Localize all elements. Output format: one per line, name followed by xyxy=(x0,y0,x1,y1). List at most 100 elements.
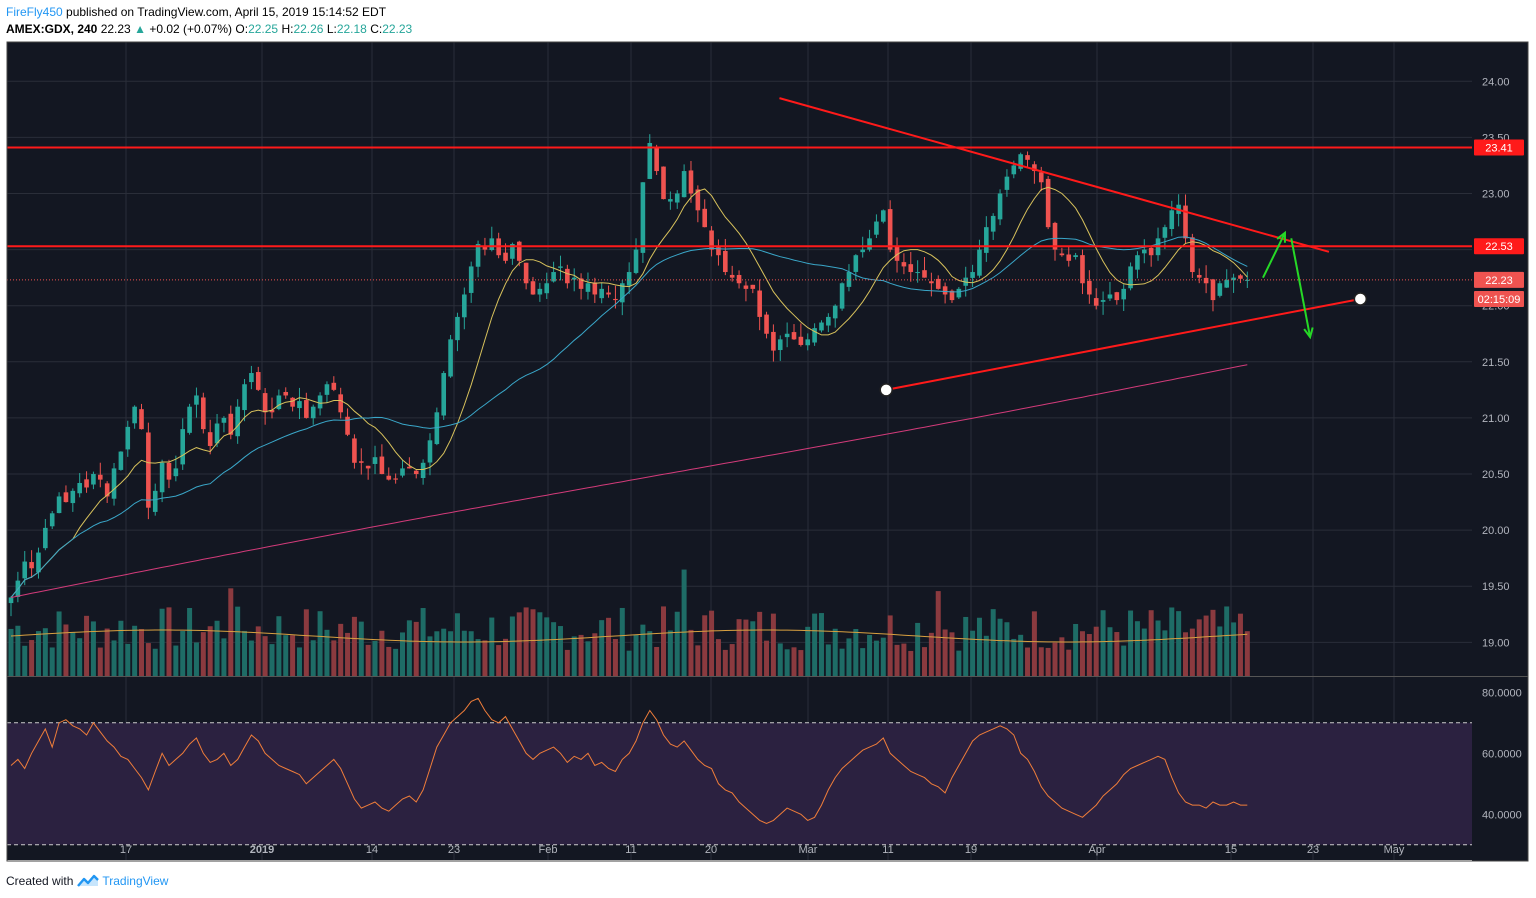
candle-body xyxy=(558,266,563,268)
volume-bar xyxy=(139,629,145,676)
candle-body xyxy=(743,285,749,289)
volume-bar xyxy=(1025,647,1031,676)
volume-bar xyxy=(661,606,667,676)
candle-body xyxy=(791,332,797,340)
author-link[interactable]: FireFly450 xyxy=(6,5,63,19)
volume-bar xyxy=(564,649,570,676)
candle-body xyxy=(764,314,769,334)
candle-body xyxy=(255,372,261,390)
volume-bar xyxy=(612,638,618,676)
close-label: C: xyxy=(370,22,383,36)
volume-bar xyxy=(873,640,879,676)
volume-ma-line xyxy=(10,629,1248,643)
candle-body xyxy=(1087,280,1092,295)
tradingview-logo-icon[interactable] xyxy=(77,874,100,888)
tradingview-brand[interactable]: TradingView xyxy=(102,874,169,888)
volume-bar xyxy=(990,609,996,676)
y-tick-label: 19.50 xyxy=(1482,581,1510,593)
x-tick-label: 2019 xyxy=(250,844,274,856)
candle-body xyxy=(894,247,900,261)
candle-body xyxy=(1196,274,1202,278)
candle-series xyxy=(8,134,1250,617)
candle-body xyxy=(475,243,481,267)
candle-body xyxy=(709,230,714,250)
volume-bar xyxy=(674,611,680,676)
volume-bar xyxy=(997,618,1003,676)
volume-series xyxy=(8,569,1250,676)
volume-bar xyxy=(640,624,646,676)
candle-body xyxy=(1107,294,1113,299)
volume-bar xyxy=(255,626,261,676)
volume-bar xyxy=(97,647,103,676)
volume-bar xyxy=(166,607,172,676)
candle-body xyxy=(201,397,206,430)
candle-body xyxy=(132,406,137,424)
volume-bar xyxy=(503,638,509,676)
candle-body xyxy=(613,298,618,301)
candle-body xyxy=(393,478,398,480)
candle-body xyxy=(214,423,220,444)
volume-bar xyxy=(509,616,515,676)
candle-body xyxy=(249,373,254,383)
candle-body xyxy=(901,262,907,267)
volume-bar xyxy=(523,607,529,676)
volume-bar xyxy=(557,626,563,676)
open-value: 22.25 xyxy=(248,22,279,36)
volume-bar xyxy=(489,617,495,676)
volume-bar xyxy=(29,640,35,676)
volume-bar xyxy=(935,591,941,676)
candle-body xyxy=(1141,249,1147,254)
volume-bar xyxy=(983,635,989,676)
x-tick-label: 17 xyxy=(120,844,132,856)
volume-bar xyxy=(1217,626,1223,676)
candle-body xyxy=(1224,279,1230,288)
volume-bar xyxy=(482,640,488,676)
x-tick-label: 19 xyxy=(965,844,977,856)
volume-bar xyxy=(200,632,206,676)
volume-bar xyxy=(791,647,797,676)
price-label-text: 23.41 xyxy=(1485,142,1513,154)
candle-body xyxy=(688,170,694,194)
candle-body xyxy=(338,394,343,413)
candle-body xyxy=(1245,279,1250,281)
volume-bar xyxy=(750,621,756,676)
x-tick-label: May xyxy=(1384,844,1405,856)
candle-body xyxy=(290,397,295,407)
symbol-label[interactable]: AMEX:GDX, 240 xyxy=(6,22,98,36)
candle-body xyxy=(1093,298,1099,306)
candle-body xyxy=(599,288,604,299)
candle-body xyxy=(661,166,666,200)
y-tick-label: 24.00 xyxy=(1482,76,1510,88)
volume-bar xyxy=(599,620,605,676)
volume-bar xyxy=(867,634,873,676)
candle-body xyxy=(36,552,41,573)
candle-body xyxy=(455,316,460,341)
resistance-trendline xyxy=(779,97,1330,253)
candle-body xyxy=(1203,277,1209,284)
volume-bar xyxy=(846,638,852,676)
volume-bar xyxy=(1244,631,1250,676)
volume-bar xyxy=(393,648,399,676)
candle-body xyxy=(990,215,996,232)
volume-bar xyxy=(132,625,138,676)
volume-bar xyxy=(770,613,776,676)
candle-body xyxy=(1018,154,1023,169)
candle-body xyxy=(365,465,371,469)
projection-arrowhead xyxy=(1276,230,1286,243)
volume-bar xyxy=(970,630,976,676)
candle-body xyxy=(166,462,172,480)
volume-bar xyxy=(338,623,344,676)
candle-body xyxy=(626,272,632,286)
volume-bar xyxy=(1073,623,1079,676)
volume-bar xyxy=(1203,615,1209,676)
volume-bar xyxy=(1079,631,1085,676)
x-tick-label: 11 xyxy=(625,844,636,856)
symbol-line: AMEX:GDX, 240 22.23 ▲ +0.02 (+0.07%) O:2… xyxy=(6,21,1526,38)
volume-bar xyxy=(544,617,550,676)
volume-bar xyxy=(619,607,625,676)
volume-bar xyxy=(1011,638,1017,676)
candle-body xyxy=(1183,205,1188,239)
volume-bar xyxy=(647,631,653,676)
volume-bar xyxy=(1100,610,1106,676)
